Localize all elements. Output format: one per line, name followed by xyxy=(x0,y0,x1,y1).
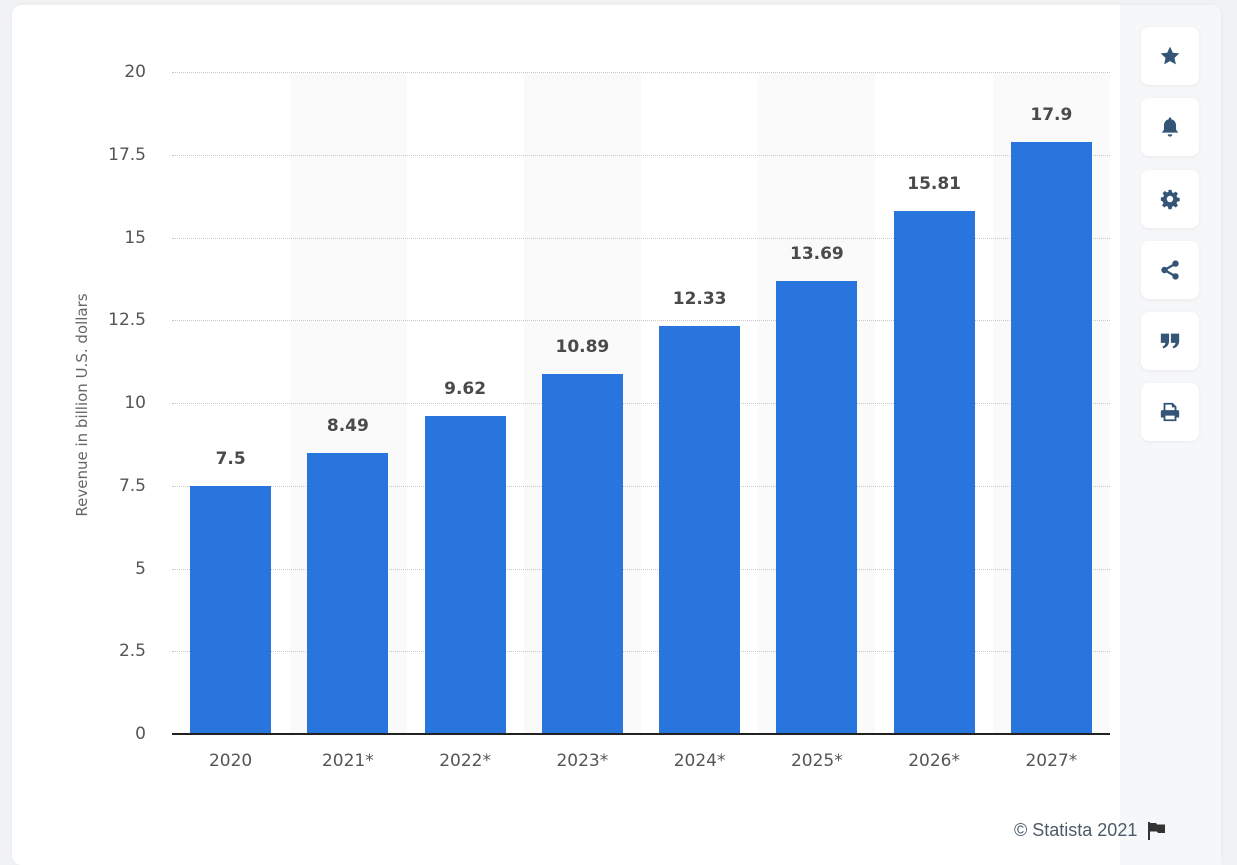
x-tick: 2027* xyxy=(1025,751,1078,771)
quote-icon xyxy=(1160,333,1180,349)
x-tick: 2020 xyxy=(208,751,253,771)
share-button[interactable] xyxy=(1141,241,1199,299)
bar[interactable] xyxy=(776,280,858,734)
x-tick: 2026* xyxy=(908,751,960,771)
notification-button[interactable] xyxy=(1141,98,1199,156)
favorite-button[interactable] xyxy=(1141,27,1199,85)
x-tick: 2024* xyxy=(673,751,726,771)
credit-text: © Statista 2021 xyxy=(1014,820,1138,840)
bar-value-label: 7.5 xyxy=(215,448,246,469)
y-tick: 10 xyxy=(124,393,146,413)
bar[interactable] xyxy=(424,415,506,734)
y-tick: 2.5 xyxy=(118,641,146,661)
y-axis-label: Revenue in billion U.S. dollars xyxy=(73,293,91,517)
bar[interactable] xyxy=(190,485,272,734)
bar[interactable] xyxy=(1010,141,1092,734)
x-axis-line xyxy=(172,733,1110,735)
gridline xyxy=(172,320,1110,321)
y-tick: 12.5 xyxy=(108,310,146,330)
star-icon xyxy=(1160,46,1180,65)
flag-icon[interactable] xyxy=(1147,821,1167,840)
bell-icon xyxy=(1161,117,1179,137)
bar-value-label: 9.62 xyxy=(444,378,487,399)
y-tick: 17.5 xyxy=(108,145,146,165)
gridline xyxy=(172,403,1110,404)
gridline xyxy=(172,651,1110,652)
x-tick: 2023* xyxy=(556,751,609,771)
gridline xyxy=(172,569,1110,570)
bar-value-label: 17.9 xyxy=(1030,104,1073,125)
bar[interactable] xyxy=(893,210,975,734)
x-tick: 2025* xyxy=(790,751,843,771)
settings-button[interactable] xyxy=(1141,170,1199,228)
gridline xyxy=(172,486,1110,487)
bar-value-label: 8.49 xyxy=(326,415,369,436)
gridline xyxy=(172,155,1110,156)
y-tick: 0 xyxy=(135,724,146,744)
y-tick: 5 xyxy=(135,559,146,579)
gridline xyxy=(172,72,1110,73)
bar-value-label: 12.33 xyxy=(672,288,727,309)
bar[interactable] xyxy=(541,373,623,734)
gridline xyxy=(172,238,1110,239)
y-tick: 15 xyxy=(124,228,146,248)
y-tick: 7.5 xyxy=(118,476,146,496)
bar[interactable] xyxy=(307,452,389,734)
bar-value-label: 10.89 xyxy=(555,336,610,357)
share-icon xyxy=(1161,260,1179,280)
gear-icon xyxy=(1160,189,1180,210)
bar-value-label: 15.81 xyxy=(907,173,962,194)
source-credit: © Statista 2021 xyxy=(1014,820,1167,841)
x-tick: 2021* xyxy=(321,751,374,771)
bar[interactable] xyxy=(659,325,741,734)
citation-button[interactable] xyxy=(1141,312,1199,370)
bar-value-label: 13.69 xyxy=(789,243,844,264)
y-tick: 20 xyxy=(124,62,146,82)
print-button[interactable] xyxy=(1141,383,1199,441)
print-icon xyxy=(1160,402,1180,422)
x-tick: 2022* xyxy=(439,751,491,771)
